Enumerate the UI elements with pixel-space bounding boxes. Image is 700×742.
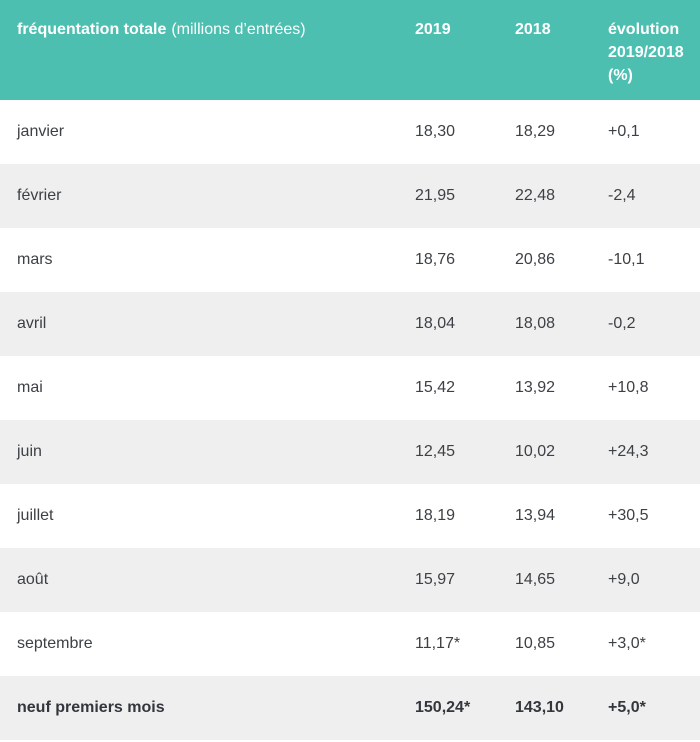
row-2018-value: 22,48 <box>515 164 608 228</box>
table-row: février 21,95 22,48 -2,4 <box>0 164 700 228</box>
row-evolution-value: -2,4 <box>608 164 700 228</box>
row-month-label: avril <box>0 292 415 356</box>
row-2018-value: 14,65 <box>515 548 608 612</box>
row-month-label: septembre <box>0 612 415 676</box>
table-row: avril 18,04 18,08 -0,2 <box>0 292 700 356</box>
row-2019-value: 21,95 <box>415 164 515 228</box>
row-month-label: mai <box>0 356 415 420</box>
row-2018-value: 13,92 <box>515 356 608 420</box>
row-2019-value: 12,45 <box>415 420 515 484</box>
header-col-2018: 2018 <box>515 0 608 100</box>
row-evolution-value: +0,1 <box>608 100 700 164</box>
row-month-label: mars <box>0 228 415 292</box>
row-evolution-value: -10,1 <box>608 228 700 292</box>
row-2019-value: 18,19 <box>415 484 515 548</box>
row-evolution-value: +5,0* <box>608 676 700 740</box>
row-month-label: janvier <box>0 100 415 164</box>
table-row: mai 15,42 13,92 +10,8 <box>0 356 700 420</box>
row-2018-value: 18,29 <box>515 100 608 164</box>
table-header: fréquentation totale (millions d’entrées)… <box>0 0 700 100</box>
row-evolution-value: -0,2 <box>608 292 700 356</box>
row-month-label: juillet <box>0 484 415 548</box>
row-2018-value: 143,10 <box>515 676 608 740</box>
row-month-label: juin <box>0 420 415 484</box>
header-title-cell: fréquentation totale (millions d’entrées) <box>0 0 415 100</box>
row-2018-value: 13,94 <box>515 484 608 548</box>
header-col-evolution: évolution 2019/2018 (%) <box>608 0 700 100</box>
table-row: mars 18,76 20,86 -10,1 <box>0 228 700 292</box>
table-row: août 15,97 14,65 +9,0 <box>0 548 700 612</box>
row-2018-value: 10,85 <box>515 612 608 676</box>
row-2019-value: 150,24* <box>415 676 515 740</box>
row-evolution-value: +3,0* <box>608 612 700 676</box>
row-2019-value: 18,76 <box>415 228 515 292</box>
row-2019-value: 11,17* <box>415 612 515 676</box>
table-row: juin 12,45 10,02 +24,3 <box>0 420 700 484</box>
row-2019-value: 15,42 <box>415 356 515 420</box>
row-month-label: neuf premiers mois <box>0 676 415 740</box>
row-evolution-value: +10,8 <box>608 356 700 420</box>
row-month-label: février <box>0 164 415 228</box>
table-body: janvier 18,30 18,29 +0,1 février 21,95 2… <box>0 100 700 740</box>
table-row: septembre 11,17* 10,85 +3,0* <box>0 612 700 676</box>
row-month-label: août <box>0 548 415 612</box>
row-2019-value: 18,30 <box>415 100 515 164</box>
row-2018-value: 20,86 <box>515 228 608 292</box>
header-title-unit: (millions d’entrées) <box>171 21 306 38</box>
table-row: juillet 18,19 13,94 +30,5 <box>0 484 700 548</box>
row-2018-value: 10,02 <box>515 420 608 484</box>
row-evolution-value: +30,5 <box>608 484 700 548</box>
row-2019-value: 15,97 <box>415 548 515 612</box>
row-evolution-value: +9,0 <box>608 548 700 612</box>
table-row: janvier 18,30 18,29 +0,1 <box>0 100 700 164</box>
header-col-2019: 2019 <box>415 0 515 100</box>
row-2019-value: 18,04 <box>415 292 515 356</box>
row-2018-value: 18,08 <box>515 292 608 356</box>
header-row: fréquentation totale (millions d’entrées)… <box>0 0 700 100</box>
header-title-bold: fréquentation totale <box>17 21 167 38</box>
row-evolution-value: +24,3 <box>608 420 700 484</box>
table-row: neuf premiers mois 150,24* 143,10 +5,0* <box>0 676 700 740</box>
